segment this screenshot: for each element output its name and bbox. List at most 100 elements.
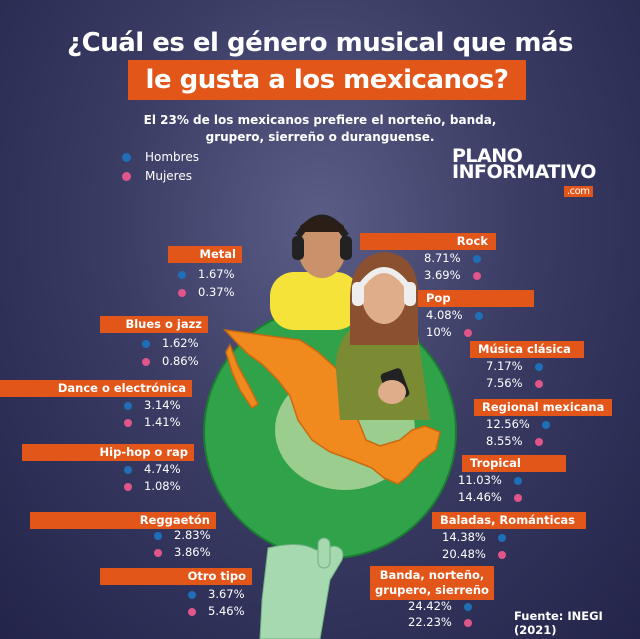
value-men: 1.62% [142,335,199,352]
logo-suffix: .com [564,186,593,197]
men-dot-icon [124,465,132,474]
category-label: Banda, norteño, grupero, sierreño [370,566,494,600]
value-men-label: 2.83% [174,528,211,542]
men-dot-icon [142,339,150,348]
men-dot-icon [534,362,543,371]
category-label: Tropical [462,455,566,472]
men-dot-icon [472,254,481,263]
men-dot-icon [178,270,186,279]
women-dot-icon [124,482,132,491]
value-men-label: 8.71% [424,251,461,265]
value-men-label: 12.56% [486,417,530,431]
value-men: 4.08% [426,307,483,324]
logo: PLANO INFORMATIVO .com [452,147,596,197]
value-women-label: 8.55% [486,434,523,448]
category-label: Música clásica [470,341,584,358]
category-label: Dance o electrónica [0,380,192,397]
category-label: Blues o jazz [100,316,208,333]
value-women: 1.08% [124,478,181,495]
value-men-label: 3.67% [208,587,245,601]
value-men: 24.42% [408,598,472,615]
women-dot-icon [472,271,481,280]
value-men: 3.14% [124,397,181,414]
value-women-label: 0.37% [198,285,235,299]
value-men-label: 24.42% [408,599,452,613]
value-women: 3.86% [154,544,211,561]
value-men-label: 4.74% [144,462,181,476]
men-dot-icon [474,311,483,320]
men-dot-icon [188,590,196,599]
women-dot-icon [534,379,543,388]
women-dot-icon [513,493,522,502]
value-women: 8.55% [486,433,543,450]
men-dot-icon [541,420,550,429]
category-label: Rock [360,233,496,250]
subtitle-line-1: El 23% de los mexicanos prefiere el nort… [143,113,497,127]
men-dot-icon [124,401,132,410]
value-men-label: 3.14% [144,398,181,412]
value-men: 2.83% [154,527,211,544]
value-women: 14.46% [458,489,522,506]
value-women-label: 10% [426,325,452,339]
value-women-label: 5.46% [208,604,245,618]
men-dot-icon [154,531,162,540]
value-men-label: 11.03% [458,473,502,487]
legend-men-label: Hombres [145,150,199,164]
value-women: 22.23% [408,614,472,631]
subtitle-line-2: grupero, sierreño o duranguense. [205,130,435,144]
title-line-2: le gusta a los mexicanos? [128,60,526,100]
value-men: 7.17% [486,358,543,375]
man-figure [270,214,360,330]
value-men: 12.56% [486,416,550,433]
logo-line-2: INFORMATIVO [452,161,596,183]
men-dot-icon [122,153,131,162]
subtitle: El 23% de los mexicanos prefiere el nort… [140,112,500,146]
legend-men: Hombres [122,150,199,164]
value-men-label: 1.62% [162,336,199,350]
men-dot-icon [463,602,472,611]
value-men-label: 1.67% [198,267,235,281]
source-note: Fuente: INEGI (2021) [514,609,603,637]
category-label: Hip-hop o rap [22,444,194,461]
women-dot-icon [463,618,472,627]
value-women: 1.41% [124,414,181,431]
value-men: 1.67% [178,266,235,283]
value-women: 20.48% [442,546,506,563]
value-women-label: 7.56% [486,376,523,390]
value-men: 3.67% [188,586,245,603]
value-men: 8.71% [424,250,481,267]
women-dot-icon [534,437,543,446]
value-women-label: 0.86% [162,354,199,368]
value-women-label: 22.23% [408,615,452,629]
value-women: 5.46% [188,603,245,620]
value-women: 7.56% [486,375,543,392]
value-men-label: 14.38% [442,530,486,544]
value-women-label: 3.86% [174,545,211,559]
category-label: Pop [418,290,534,307]
category-label: Otro tipo [100,568,252,585]
women-dot-icon [497,550,506,559]
hand-figure [259,537,344,639]
women-dot-icon [188,607,196,616]
value-men: 11.03% [458,472,522,489]
category-label: Metal [168,246,242,263]
value-women: 10% [426,324,472,341]
women-dot-icon [463,328,472,337]
women-dot-icon [154,548,162,557]
value-women-label: 14.46% [458,490,502,504]
title-line-1: ¿Cuál es el género musical que más [67,28,573,58]
value-women-label: 3.69% [424,268,461,282]
legend-women: Mujeres [122,169,192,183]
category-label: Reggaetón [30,512,216,529]
value-women: 3.69% [424,267,481,284]
value-women: 0.86% [142,353,199,370]
value-women-label: 1.08% [144,479,181,493]
value-men-label: 7.17% [486,359,523,373]
women-dot-icon [178,288,186,297]
men-dot-icon [513,476,522,485]
value-women: 0.37% [178,284,235,301]
value-men: 4.74% [124,461,181,478]
value-women-label: 1.41% [144,415,181,429]
legend-women-label: Mujeres [145,169,192,183]
